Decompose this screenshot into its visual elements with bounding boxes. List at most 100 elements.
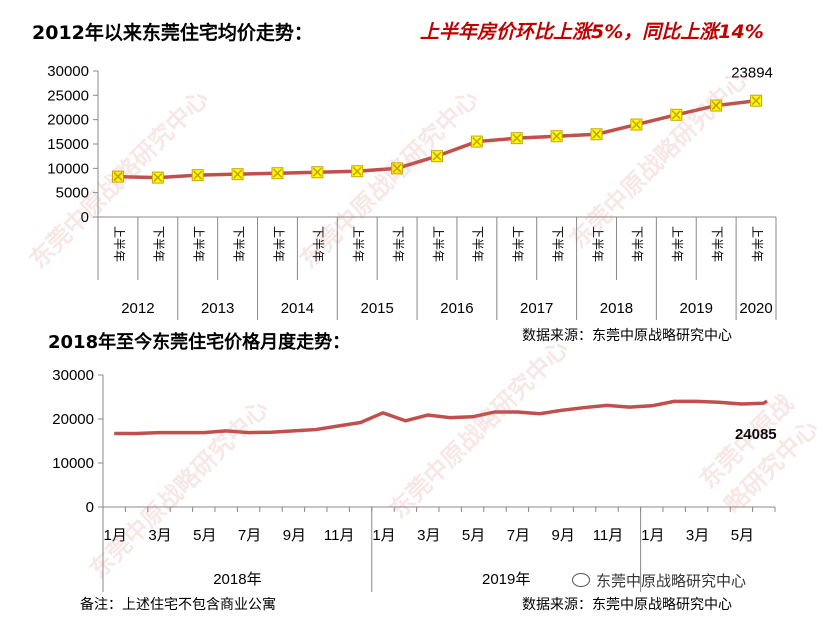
- chart1-marker-cross: [591, 129, 602, 139]
- chart2-group-label: 2018年: [213, 571, 261, 588]
- chart1-group-label: 2015: [360, 300, 393, 317]
- chart1-marker-cross: [512, 133, 522, 143]
- chart1-x-tick-label: 上半年: [112, 226, 126, 262]
- chart2-y-tick-label: 0: [86, 499, 94, 516]
- chart1-data-label: 23894: [731, 65, 773, 82]
- wechat-icon: [572, 573, 590, 587]
- chart2-y-tick-label: 30000: [52, 367, 94, 384]
- chart1-x-tick-label: 下半年: [311, 226, 325, 262]
- chart1-point: [550, 130, 563, 143]
- chart1-point: [311, 166, 324, 179]
- chart1-marker-cross: [751, 96, 761, 106]
- chart1-y-tick-label: 20000: [47, 112, 89, 129]
- chart1-point: [191, 169, 204, 182]
- chart2-x-tick-label: 1月: [641, 527, 664, 544]
- chart1-x-tick-label: 上半年: [431, 226, 445, 262]
- chart1-marker-cross: [153, 173, 163, 183]
- chart1-marker-cross: [631, 119, 641, 130]
- chart1-title: 2012年以来东莞住宅均价走势：: [32, 22, 313, 44]
- chart2-data-label: 24085: [735, 426, 777, 443]
- chart1-point: [750, 94, 763, 107]
- chart1-x-tick-label: 下半年: [391, 226, 405, 262]
- chart1-x-tick-label: 上半年: [750, 226, 764, 262]
- chart1-x-tick-label: 下半年: [471, 226, 485, 262]
- chart2-x-tick-label: 1月: [372, 527, 395, 544]
- chart1-y-tick-label: 30000: [47, 63, 89, 80]
- chart1-marker-cross: [392, 163, 402, 173]
- chart1-y-tick-label: 25000: [47, 87, 89, 104]
- chart2-x-tick-label: 9月: [283, 527, 306, 544]
- chart2-x-tick-label: 7月: [238, 527, 261, 544]
- chart1-point: [151, 171, 164, 184]
- chart2-series-line: [114, 399, 768, 436]
- chart2-x-tick-label: 3月: [148, 527, 171, 544]
- chart1-x-tick-label: 下半年: [231, 226, 245, 262]
- chart2-x-tick-label: 5月: [193, 527, 216, 544]
- source-top: 数据来源：东莞中原战略研究中心: [522, 328, 732, 344]
- chart1-marker-cross: [193, 170, 203, 180]
- chart1-point: [351, 165, 364, 178]
- chart1-point: [470, 135, 483, 148]
- chart1-point: [590, 128, 603, 141]
- chart2-x-tick-label: 3月: [417, 527, 440, 544]
- chart1-point: [391, 162, 404, 175]
- chart1-group-label: 2020: [739, 300, 772, 317]
- chart1-point: [510, 132, 523, 145]
- chart1-y-tick-label: 10000: [47, 160, 89, 177]
- chart1-x-tick-label: 下半年: [550, 226, 564, 262]
- chart1-marker-cross: [352, 166, 362, 176]
- chart1-x-tick-label: 上半年: [511, 226, 525, 262]
- chart1-y-tick-label: 15000: [47, 136, 89, 153]
- chart2-x-tick-label: 3月: [686, 527, 709, 544]
- chart1-group-label: 2016: [440, 300, 473, 317]
- chart1-x-tick-label: 下半年: [630, 226, 644, 262]
- chart1-x-tick-label: 上半年: [271, 226, 285, 262]
- chart1-point: [670, 108, 683, 121]
- chart2-group-label: 2019年: [482, 571, 530, 588]
- chart1-marker-cross: [113, 172, 123, 182]
- chart1-point: [271, 167, 284, 180]
- chart2-x-tick-label: 11月: [593, 527, 624, 544]
- chart1-marker-cross: [671, 110, 681, 120]
- chart2-x-tick-label: 5月: [731, 527, 754, 544]
- chart1-x-tick-label: 下半年: [710, 226, 724, 262]
- chart1-marker-cross: [312, 167, 322, 177]
- chart1-marker-cross: [552, 131, 562, 141]
- headline-text: 上半年房价环比上涨5%，同比上涨14%: [420, 21, 764, 43]
- chart1-marker-cross: [472, 137, 482, 147]
- chart1-x-tick-label: 上半年: [351, 226, 365, 262]
- chart1-group-label: 2019: [680, 300, 713, 317]
- chart2-x-tick-label: 5月: [462, 527, 485, 544]
- chart1-marker-cross: [233, 169, 243, 179]
- chart1-point: [710, 99, 723, 112]
- chart1-group-label: 2013: [201, 300, 234, 317]
- chart1-group-label: 2014: [281, 300, 314, 317]
- chart1-marker-cross: [711, 100, 721, 111]
- source-bottom: 数据来源：东莞中原战略研究中心: [522, 597, 732, 613]
- chart1-y-tick-label: 5000: [56, 185, 89, 202]
- chart1-x-tick-label: 上半年: [590, 226, 604, 262]
- chart1-x-tick-label: 上半年: [192, 226, 206, 262]
- chart1-marker-cross: [272, 168, 283, 178]
- chart1-group-label: 2012: [121, 300, 154, 317]
- chart1-point: [111, 170, 124, 183]
- chart2-y-tick-label: 20000: [52, 411, 94, 428]
- chart1-x-tick-label: 上半年: [670, 226, 684, 262]
- wechat-watermark: 东莞中原战略研究中心: [572, 570, 746, 591]
- wechat-label: 东莞中原战略研究中心: [596, 572, 747, 590]
- chart1-group-label: 2018: [600, 300, 633, 317]
- chart1-point: [630, 118, 643, 131]
- chart2-y-tick-label: 10000: [52, 455, 94, 472]
- chart2-x-tick-label: 11月: [324, 527, 355, 544]
- chart1-y-tick-label: 0: [81, 209, 89, 226]
- chart2-x-tick-label: 9月: [552, 527, 575, 544]
- chart1-group-label: 2017: [520, 300, 553, 317]
- chart2-x-tick-label: 7月: [507, 527, 530, 544]
- chart2-title: 2018年至今东莞住宅价格月度走势：: [48, 332, 351, 353]
- chart2-x-tick-label: 1月: [104, 527, 127, 544]
- chart1-point: [431, 150, 443, 163]
- chart1-marker-cross: [432, 151, 442, 161]
- footnote: 备注：上述住宅不包含商业公寓: [80, 597, 276, 613]
